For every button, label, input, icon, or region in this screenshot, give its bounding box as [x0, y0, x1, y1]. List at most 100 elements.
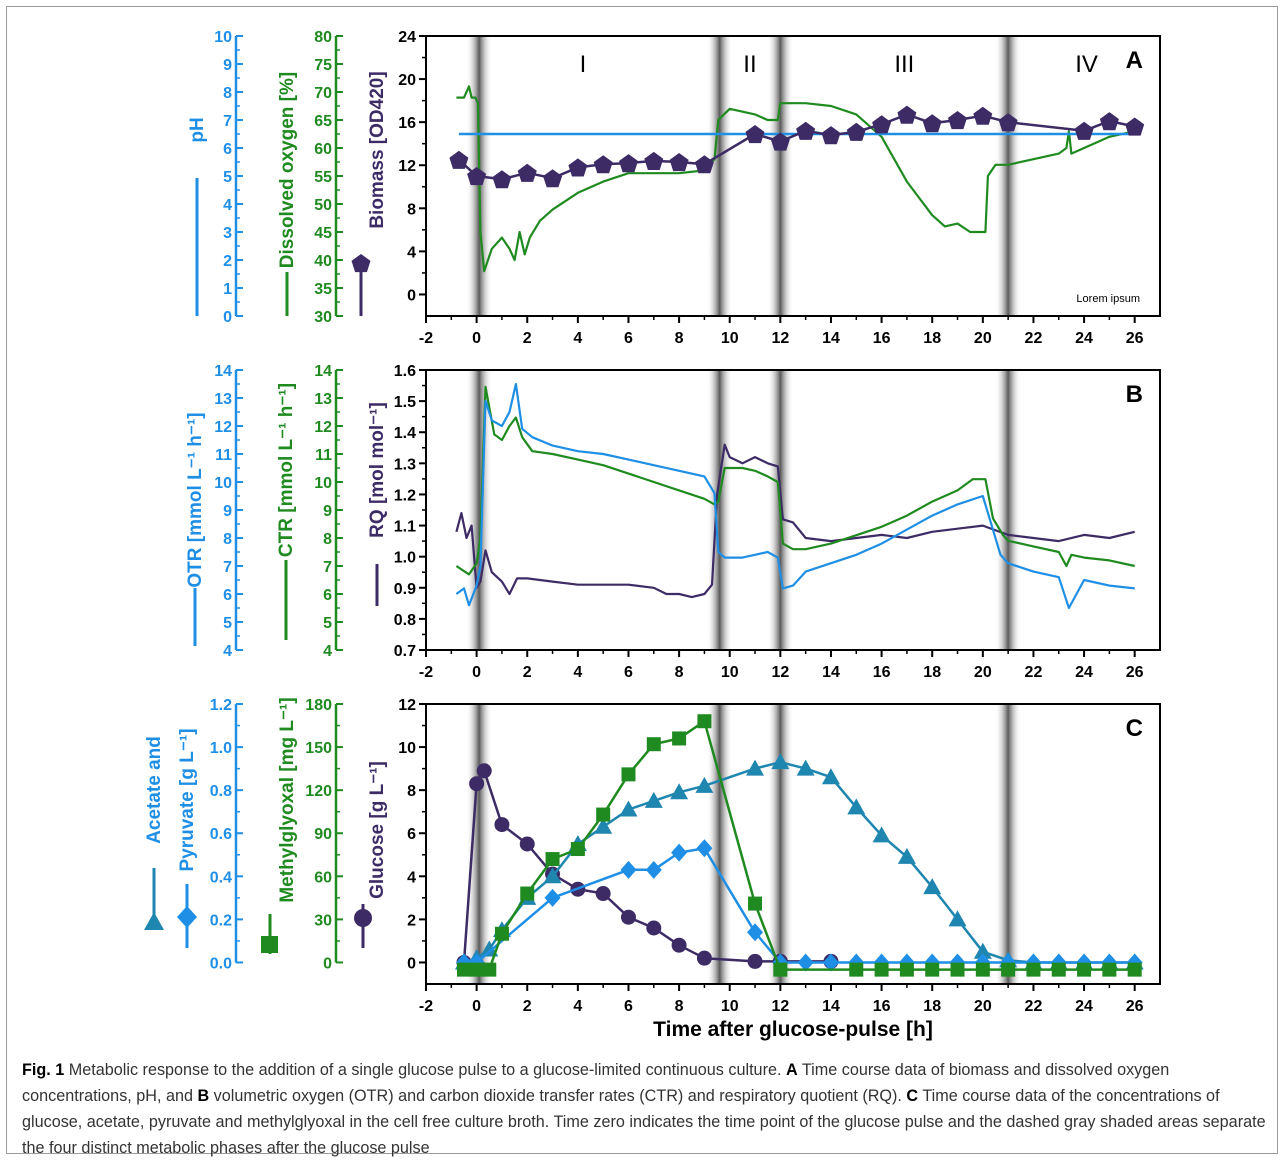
marker-glucose [620, 909, 636, 925]
caption-label-c: C [906, 1087, 919, 1105]
y-tick-label: 6 [407, 826, 416, 843]
caption-label-a: A [785, 1061, 798, 1079]
marker-pyruvate [797, 953, 814, 972]
y-tick-label: 10 [214, 475, 232, 492]
y-tick-label: 0.6 [210, 826, 232, 843]
x-tick-label: 2 [523, 330, 532, 347]
chart-figure: -2 0 2 4 6 8 10 12 14 16 18 20 22 24 26A01234567891030… [144, 29, 1161, 1041]
y-tick-label: 1.5 [394, 394, 416, 411]
phase-label: III [894, 51, 914, 78]
x-tick-label: 22 [1025, 330, 1043, 347]
x-tick-label: 8 [675, 998, 684, 1015]
marker-methylglyoxal [925, 962, 940, 977]
x-axis-title: Time after glucose-pulse [h] [653, 1018, 933, 1041]
marker-acetate [771, 753, 790, 770]
y-tick-label: 1.6 [394, 363, 416, 380]
marker-methylglyoxal [849, 962, 864, 977]
y-tick-label: 4 [223, 197, 232, 214]
figure-caption: Fig. 1 Metabolic response to the additio… [22, 1057, 1267, 1161]
y-tick-label: 5 [323, 615, 332, 632]
marker-biomass [872, 115, 892, 134]
y-tick-label: 0.7 [394, 643, 416, 660]
y-tick-label: 14 [214, 363, 232, 380]
x-tick-label: 4 [573, 330, 582, 347]
marker-methylglyoxal [596, 807, 611, 822]
figure-frame [6, 6, 1278, 1154]
legend-marker-biomass [351, 254, 371, 273]
x-tick-label: 24 [1075, 998, 1093, 1015]
y-tick-label: 11 [315, 447, 332, 464]
y-tick-label: 10 [214, 29, 232, 46]
phase-boundary-shading [706, 704, 733, 984]
y-tick-label: 12 [214, 419, 232, 436]
y-tick-label: 12 [398, 697, 416, 714]
y-tick-label: 8 [223, 531, 232, 548]
y-tick-label: 9 [223, 57, 232, 74]
caption-text-2: Time course data of biomass and dissolve… [22, 1061, 1170, 1105]
y-axis-2: 0.7 0.8 0.9 1.0 1.1 1.2 1.3 1.4 1.5 1.6 [394, 363, 426, 660]
caption-label-b: B [197, 1087, 210, 1105]
panel-a-note: Lorem ipsum [1076, 293, 1140, 305]
x-tick-label: 22 [1025, 998, 1043, 1015]
y-tick-label: 1.0 [394, 550, 416, 567]
marker-biomass [467, 167, 487, 186]
marker-glucose [671, 937, 687, 953]
marker-biomass [770, 132, 790, 151]
marker-biomass [1125, 117, 1145, 136]
y-axis-0: 0 1 2 3 4 5 6 7 8 9 10 [214, 29, 243, 326]
x-tick-label: -2 [419, 998, 433, 1015]
y-tick-label: 5 [223, 169, 232, 186]
y-tick-label: 75 [314, 57, 332, 74]
series-ctr [455, 385, 1135, 576]
series-rq [455, 443, 1135, 599]
marker-biomass [948, 111, 967, 130]
marker-methylglyoxal [874, 962, 889, 977]
phase-boundary-shading [767, 36, 794, 316]
x-tick-label: 26 [1126, 998, 1144, 1015]
y-tick-label: 30 [314, 912, 332, 929]
panel-a: -2 0 2 4 6 8 10 12 14 16 18 20 22 24 26A01234567891030… [214, 29, 1161, 347]
marker-pyruvate [645, 860, 662, 879]
y-axis-title-ph: pH [187, 117, 208, 142]
marker-acetate [872, 826, 891, 843]
x-tick-label: 6 [624, 330, 633, 347]
x-tick-label: 20 [974, 998, 992, 1015]
y-tick-label: 150 [305, 740, 332, 757]
y-tick-label: 11 [215, 447, 232, 464]
y-tick-label: 10 [314, 475, 332, 492]
y-axis-1: 30 35 40 45 50 55 60 65 70 75 80 [314, 29, 343, 326]
marker-pyruvate [544, 888, 561, 907]
legend-marker-methylglyoxal [261, 936, 278, 953]
y-tick-label: 35 [314, 281, 332, 298]
panel-letter: A [1126, 47, 1143, 74]
marker-biomass [998, 113, 1018, 132]
caption-text-3: volumetric oxygen (OTR) and carbon dioxi… [209, 1087, 907, 1105]
y-axis-title-rq: RQ [mol mol⁻¹] [367, 402, 388, 538]
marker-biomass [796, 121, 816, 140]
marker-methylglyoxal [1001, 962, 1016, 977]
x-tick-label: 0 [472, 998, 481, 1015]
x-tick-label: 2 [523, 664, 532, 681]
marker-methylglyoxal [1026, 962, 1041, 977]
x-tick-label: 18 [923, 330, 941, 347]
y-tick-label: 5 [223, 615, 232, 632]
y-tick-label: 0 [407, 287, 416, 304]
y-axis-1: 4 5 6 7 8 9 10 11 12 13 14 [314, 363, 343, 660]
y-tick-label: 7 [223, 113, 232, 130]
marker-glucose [519, 836, 535, 852]
marker-pyruvate [620, 860, 637, 879]
marker-acetate [480, 940, 499, 957]
y-tick-label: 7 [323, 559, 332, 576]
y-axis-title-biomass: Biomass [OD420] [367, 71, 388, 228]
y-tick-label: 0.2 [210, 912, 232, 929]
x-tick-label: 10 [721, 330, 739, 347]
marker-acetate [619, 800, 638, 817]
x-tick-label: 14 [822, 998, 840, 1015]
y-tick-label: 6 [323, 587, 332, 604]
y-axis-title-otr: OTR [mmol L⁻¹ h⁻¹] [185, 412, 206, 587]
phase-boundary-shading [995, 370, 1022, 650]
y-tick-label: 6 [223, 587, 232, 604]
marker-acetate [695, 776, 714, 793]
marker-acetate [543, 867, 562, 884]
x-tick-label: 18 [923, 664, 941, 681]
